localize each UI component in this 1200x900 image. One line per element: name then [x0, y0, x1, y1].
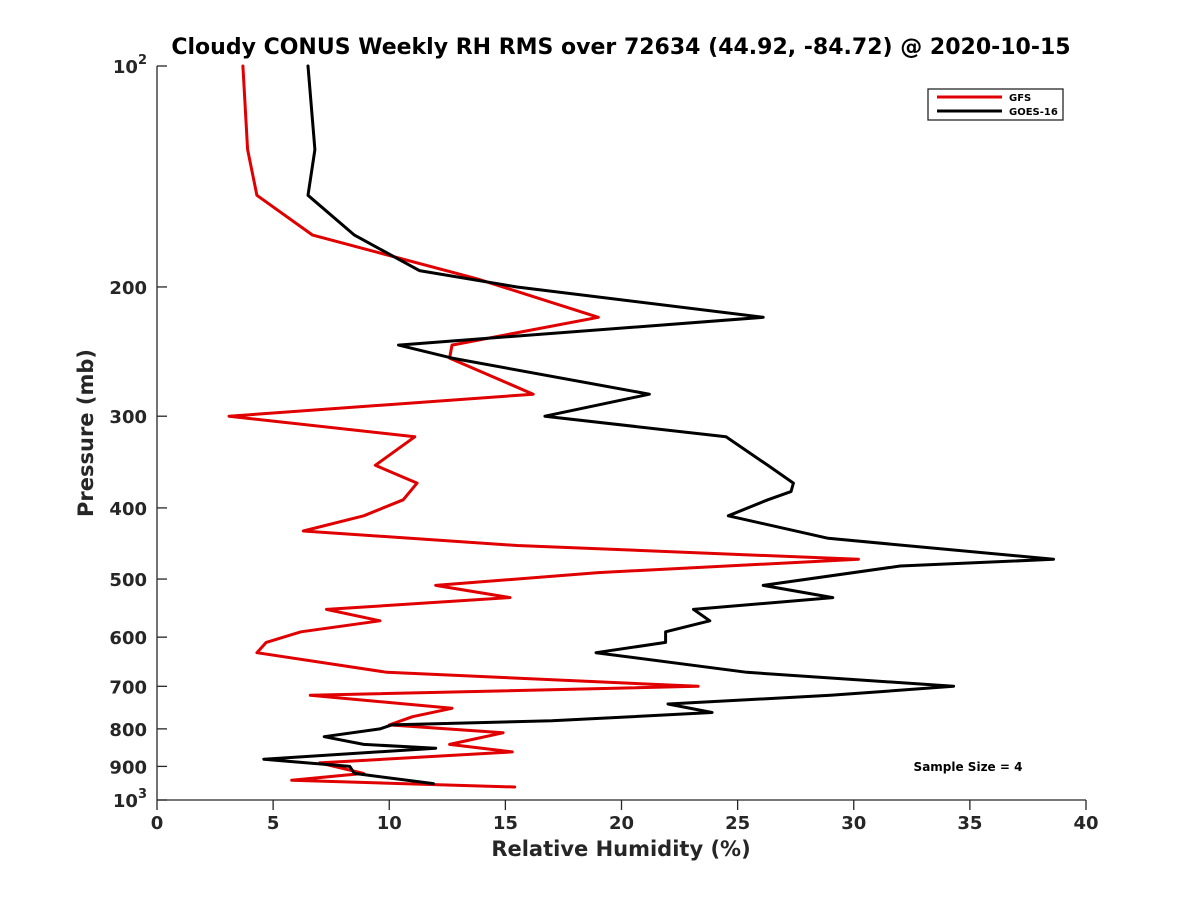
y-tick-label: 800	[109, 720, 147, 741]
legend-label: GOES-16	[1009, 107, 1058, 118]
x-tick-label: 0	[151, 813, 164, 834]
x-axis-label: Relative Humidity (%)	[491, 837, 750, 861]
legend-label: GFS	[1009, 93, 1031, 104]
series-line-gfs	[227, 64, 860, 789]
x-tick-label: 5	[267, 813, 280, 834]
series-line-goes-16	[262, 64, 1055, 786]
y-tick-label: 300	[109, 407, 147, 428]
y-tick-label: 102	[113, 53, 147, 78]
chart-title: Cloudy CONUS Weekly RH RMS over 72634 (4…	[171, 35, 1070, 60]
x-tick-label: 20	[609, 813, 634, 834]
y-axis-label: Pressure (mb)	[74, 349, 98, 517]
y-tick-label: 400	[109, 499, 147, 520]
x-tick-label: 40	[1073, 813, 1098, 834]
plot-area: 0 5 10 15 20 25 30 35 40 102 200 300 400 500 600 700 800…	[109, 53, 1098, 834]
x-tick-label: 15	[493, 813, 518, 834]
legend: GFS GOES-16	[927, 88, 1064, 121]
y-tick-label: 200	[109, 278, 147, 299]
x-tick-label: 10	[377, 813, 402, 834]
y-tick-label: 600	[109, 628, 147, 649]
sample-size-annotation: Sample Size = 4	[914, 760, 1023, 774]
x-tick-label: 30	[841, 813, 866, 834]
y-tick-label: 900	[109, 757, 147, 778]
x-tick-label: 25	[725, 813, 750, 834]
y-tick-label: 500	[109, 570, 147, 591]
y-tick-label: 700	[109, 677, 147, 698]
legend-box	[927, 88, 1064, 121]
y-tick-label: 103	[113, 787, 147, 812]
x-tick-label: 35	[957, 813, 982, 834]
